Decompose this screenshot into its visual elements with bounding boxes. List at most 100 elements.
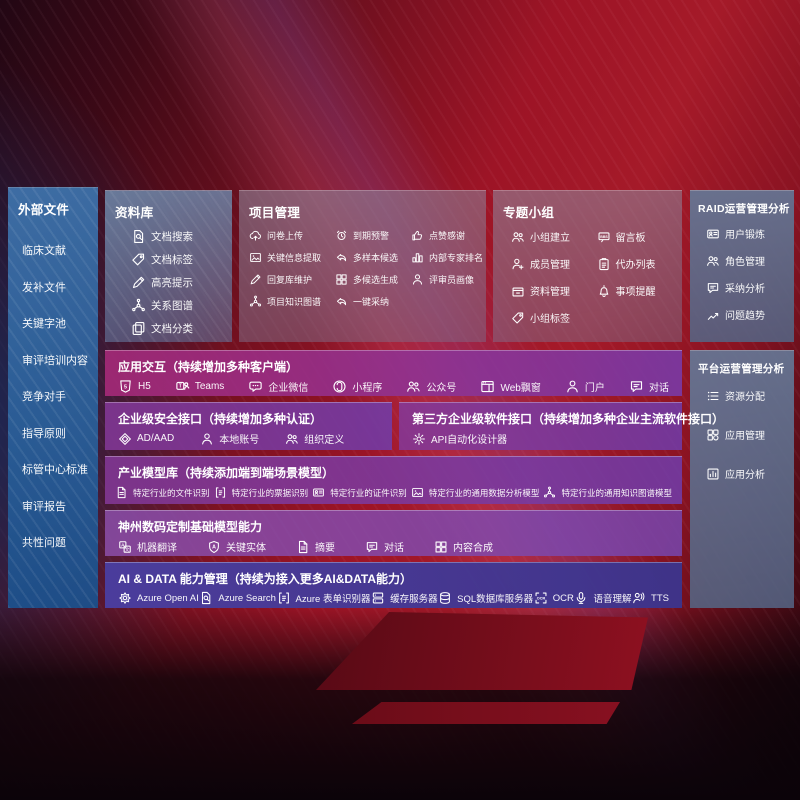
wechat-icon (248, 379, 263, 394)
feature-item-label: API自动化设计器 (431, 435, 508, 446)
row-app-interaction: 应用交互（持续增加多种客户端） H5 Teams 企业微信 小程序 公众号 Web飘窗 门户… (105, 350, 682, 396)
feature-item: 应用管理 (706, 427, 794, 442)
feature-item: 门户 (565, 379, 605, 394)
form-icon (277, 591, 291, 605)
sidebar-item-label: 标管中心标准 (22, 464, 88, 476)
feature-item-label: 留言板 (615, 233, 646, 244)
panel-data-library: 资料库 文档搜索 文档标签 高亮提示 关系图谱 文档分类 (105, 190, 232, 342)
feature-item-label: 文档搜索 (151, 231, 193, 243)
feature-item-label: 门户 (584, 383, 605, 394)
feature-item: Teams (175, 379, 224, 394)
row-title: 产业模型库（持续添加端到端场景模型） (118, 466, 335, 480)
feature-item: 机器翻译 (118, 539, 177, 554)
feature-item-label: 文档分类 (151, 323, 193, 335)
feature-item-label: 多样本候选 (353, 253, 399, 263)
feature-item: 语音理解 (574, 591, 631, 605)
panel-project-management: 项目管理 问卷上传 到期预警 点赞感谢 关键信息提取 多样本候选 内部专家排名 回复库维护 多… (239, 190, 486, 342)
mic-icon (574, 591, 588, 605)
feature-item: 到期预警 (335, 229, 407, 242)
feature-list: H5 Teams 企业微信 小程序 公众号 Web飘窗 门户 对话 (105, 378, 682, 394)
feature-item-label: 企业微信 (268, 383, 309, 394)
panel-title: 资料库 (115, 206, 154, 220)
feature-item-label: 特定行业的证件识别 (330, 487, 407, 498)
sidebar-item-label: 指导原则 (22, 427, 66, 440)
feature-item: 关键信息提取 (249, 251, 331, 264)
feature-item: 关键实体 (207, 539, 266, 554)
translate-icon (118, 540, 132, 554)
row-thirdparty-software-api: 第三方企业级软件接口（持续增加多种企业主流软件接口） API自动化设计器 (399, 402, 725, 450)
row-title: 企业级安全接口（持续增加多种认证） (118, 412, 323, 426)
feature-list: 资源分配 应用管理 应用分析 (690, 376, 794, 481)
alarm-icon (335, 229, 348, 242)
feature-item-label: 事项提醒 (615, 287, 656, 298)
feature-item: 缓存服务器 (371, 591, 438, 605)
people-icon (406, 379, 421, 394)
feature-item-label: 问题趋势 (725, 311, 765, 322)
people-icon (706, 254, 720, 268)
row-industry-model-library: 产业模型库（持续添加端到端场景模型） 特定行业的文件识别 特定行业的票据识别 特定行… (105, 456, 682, 504)
cloud-up-icon (249, 229, 262, 242)
feature-item-label: H5 (138, 381, 151, 392)
person-plus-icon (511, 257, 525, 271)
tag-icon (511, 311, 525, 325)
bbs-icon (597, 230, 611, 244)
feature-item: 特定行业的票据识别 (214, 486, 308, 499)
row-title: 第三方企业级软件接口（持续增加多种企业主流软件接口） (412, 412, 725, 426)
person-icon (411, 273, 424, 286)
panel-topic-groups: 专题小组 小组建立 留言板 成员管理 代办列表 资料管理 事项提醒 小组标签 (493, 190, 682, 342)
window-icon (480, 379, 495, 394)
feature-item-label: 采纳分析 (725, 284, 765, 295)
feature-item: 文档分类 (131, 321, 232, 336)
feature-item-label: 语音理解 (593, 594, 632, 605)
feature-item-label: 小组建立 (530, 233, 570, 244)
image-icon (249, 251, 262, 264)
panel-raid-ops-analysis: RAID运营管理分析 用户锻炼 角色管理 采纳分析 问题趋势 (690, 190, 794, 342)
feature-item: 对话 (365, 539, 404, 554)
feature-item-label: 应用管理 (725, 431, 765, 442)
feature-item-label: 用户锻炼 (725, 230, 765, 241)
doc-search-icon (131, 229, 146, 244)
feature-item-label: 点赞感谢 (429, 231, 466, 241)
sidebar-item-label: 共性问题 (22, 537, 66, 549)
feature-item-label: 应用分析 (725, 470, 765, 481)
list-icon (706, 389, 720, 403)
sidebar-item: 竞争对手 (22, 388, 98, 404)
feature-item: 事项提醒 (597, 283, 678, 298)
openai-icon (118, 591, 132, 605)
feature-item: 文档标签 (131, 252, 232, 267)
feature-item-label: SQL数据库服务器 (457, 594, 534, 605)
reply-icon (335, 295, 348, 308)
feature-item-label: Teams (194, 381, 225, 392)
feature-item: 评审员画像 (411, 273, 483, 286)
backdrop-shape-2 (352, 702, 620, 724)
feature-item-label: 项目知识图谱 (267, 297, 322, 307)
panel-title: 项目管理 (249, 206, 301, 220)
feature-item: 多样本候选 (335, 251, 407, 264)
sidebar-item: 审评报告 (22, 498, 98, 514)
sidebar-item: 关键字池 (22, 315, 98, 331)
feature-item-label: 内部专家排名 (429, 253, 484, 263)
feature-list: 特定行业的文件识别 特定行业的票据识别 特定行业的证件识别 特定行业的通用数据分析模型… (105, 484, 682, 499)
panel-title: 专题小组 (503, 206, 555, 220)
feature-item-label: 缓存服务器 (390, 594, 438, 605)
feature-grid: 问卷上传 到期预警 点赞感谢 关键信息提取 多样本候选 内部专家排名 回复库维护 多候选生成 评… (239, 221, 486, 308)
sidebar-item-label: 审评报告 (22, 500, 66, 513)
feature-item-label: 特定行业的通用知识图谱模型 (561, 487, 672, 498)
sidebar-item-label: 发补文件 (22, 281, 66, 294)
row-digital-china-base-models: 神州数码定制基础模型能力 机器翻译 关键实体 摘要 对话 内容合成 (105, 510, 682, 556)
feature-item-label: Web飘窗 (500, 383, 541, 394)
row-ai-data-capability: AI & DATA 能力管理（持续为接入更多AI&DATA能力） Azure O… (105, 562, 682, 608)
chat-icon (629, 379, 644, 394)
pencil-icon (131, 275, 146, 290)
id-card-icon (312, 486, 325, 499)
graph-icon (543, 486, 556, 499)
tts-icon (632, 591, 646, 605)
feature-item: SQL数据库服务器 (438, 591, 533, 605)
sidebar-item: 标管中心标准 (22, 461, 98, 477)
people-icon (285, 432, 299, 446)
feature-item: 特定行业的证件识别 (312, 486, 407, 499)
feature-item-label: Azure Open AI (137, 592, 199, 604)
panel-title: RAID运营管理分析 (698, 203, 790, 215)
feature-item-label: 关键信息提取 (267, 253, 322, 263)
feature-item: 企业微信 (248, 379, 308, 394)
